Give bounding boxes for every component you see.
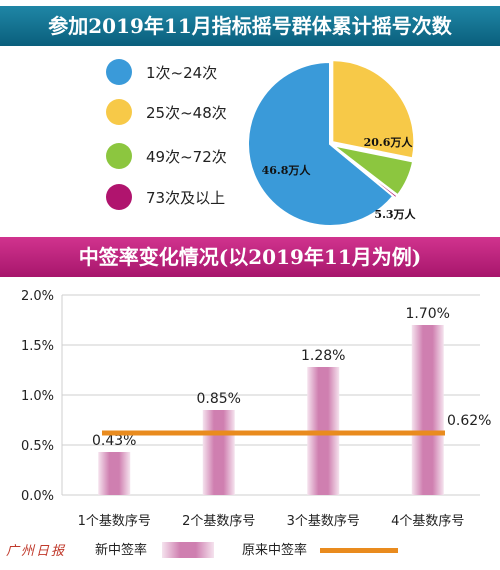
x-tick-label-3: 3个基数序号 xyxy=(287,514,360,529)
legend-item-2: 25次~48次 xyxy=(106,98,227,126)
pie-chart-title: 参加2019年11月指标摇号群体累计摇号次数 xyxy=(0,6,500,46)
y-tick-label: 1.0% xyxy=(21,389,54,404)
legend-new-rate-swatch xyxy=(162,542,214,558)
pie-value-label-2: 20.6万人 xyxy=(364,135,414,149)
legend-item-1: 1次~24次 xyxy=(106,58,217,86)
newspaper-logo: 广州日报 xyxy=(6,544,67,559)
pie-slice-1 xyxy=(247,60,395,227)
pie-slice-2 xyxy=(331,59,416,160)
pie-value-label-1: 46.8万人 xyxy=(262,163,312,177)
bar-1 xyxy=(98,452,131,495)
y-tick-label: 0.5% xyxy=(21,439,54,454)
legend-label: 1次~24次 xyxy=(146,63,218,82)
legend-item-3: 49次~72次 xyxy=(106,142,227,170)
x-tick-label-2: 2个基数序号 xyxy=(182,514,255,529)
legend-dot-yellow xyxy=(106,99,132,125)
bar-legend: 新中签率 原来中签率 xyxy=(95,542,398,558)
pie-slice-4 xyxy=(331,145,399,200)
legend-old-rate-label: 原来中签率 xyxy=(242,542,307,558)
bar-value-label-1: 0.43% xyxy=(92,433,136,449)
legend-dot-green xyxy=(106,143,132,169)
bar-section: 0.0% 0.5% 1.0% 1.5% 2.0% 0.43% 1个基数序号 0.85% 2个基数… xyxy=(0,277,500,570)
x-tick-label-4: 4个基数序号 xyxy=(391,514,464,529)
legend-new-rate-label: 新中签率 xyxy=(95,542,147,558)
legend-label: 25次~48次 xyxy=(146,103,227,122)
bar-chart: 0.0% 0.5% 1.0% 1.5% 2.0% 0.43% 1个基数序号 0.85% 2个基数… xyxy=(21,289,492,529)
legend-item-4: 73次及以上 xyxy=(106,183,225,211)
pie-section: 1次~24次 25次~48次 49次~72次 73次及以上 46.8万人 20.6… xyxy=(0,46,500,236)
bar-4 xyxy=(411,325,444,495)
bar-chart-title: 中签率变化情况(以2019年11月为例) xyxy=(0,237,500,277)
bar-2 xyxy=(202,410,235,495)
legend-label: 49次~72次 xyxy=(146,147,227,166)
legend-dot-blue xyxy=(106,59,132,85)
legend-old-rate-swatch xyxy=(320,548,398,553)
legend-label: 73次及以上 xyxy=(146,188,226,207)
bar-value-label-4: 1.70% xyxy=(406,306,450,322)
legend-dot-magenta xyxy=(106,184,132,210)
x-tick-label-1: 1个基数序号 xyxy=(78,514,151,529)
old-rate-label: 0.62% xyxy=(447,413,491,429)
y-tick-label: 1.5% xyxy=(21,339,54,354)
bar-value-label-3: 1.28% xyxy=(301,348,345,364)
y-tick-label: 0.0% xyxy=(21,489,54,504)
y-tick-label: 2.0% xyxy=(21,289,54,304)
pie-value-label-3: 5.3万人 xyxy=(374,207,416,221)
bar-value-label-2: 0.85% xyxy=(197,391,241,407)
